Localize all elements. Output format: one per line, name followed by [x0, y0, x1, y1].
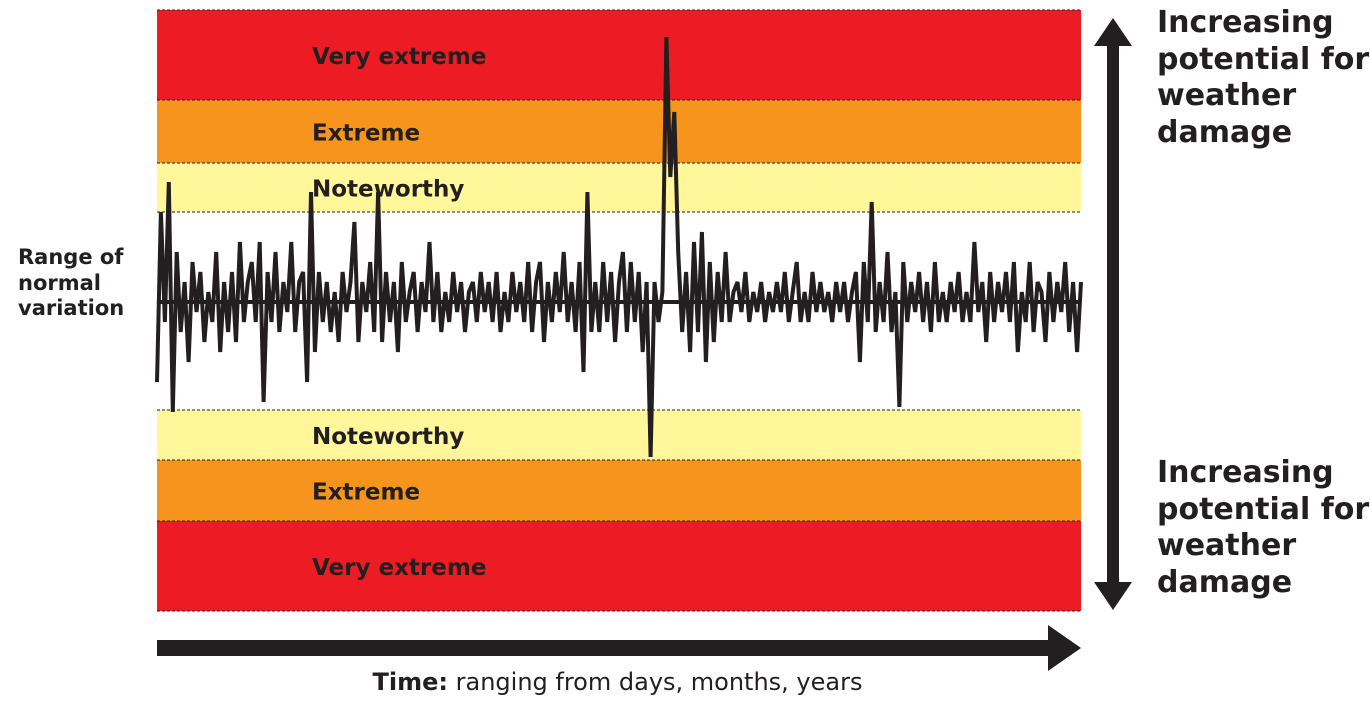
zone-band-6 [157, 521, 1081, 611]
lower-damage-line-1: Increasing [1157, 455, 1334, 490]
upper-damage-line-3: weather [1157, 78, 1297, 114]
time-axis-rest: ranging from days, months, years [448, 668, 863, 696]
time-arrow [157, 625, 1081, 671]
zone-label-0: Very extreme [312, 44, 486, 70]
zone-label-5: Extreme [312, 480, 420, 506]
normal-range-line-2: normal [18, 270, 101, 295]
zone-band-2 [157, 163, 1081, 212]
time-axis-bold: Time: [372, 668, 448, 696]
zone-label-1: Extreme [312, 121, 420, 147]
upper-damage-line-4: damage [1157, 114, 1293, 150]
lower-damage-line-4: damage [1157, 564, 1293, 600]
damage-arrow-shaft [1107, 44, 1119, 584]
zone-band-0 [157, 10, 1081, 100]
time-axis-caption: Time: ranging from days, months, years [0, 668, 1235, 696]
upper-damage-line-1: Increasing [1157, 5, 1334, 40]
series-layer [155, 36, 1083, 458]
lower-damage-label: Increasing potential for weather damage [1157, 455, 1369, 601]
zone-band-5 [157, 460, 1081, 521]
normal-range-label: Range of normal variation [18, 245, 124, 322]
arrows-layer [157, 18, 1132, 671]
upper-damage-line-2: potential for [1157, 41, 1370, 77]
upper-damage-label: Increasing potential for weather damage [1157, 5, 1369, 151]
zone-band-4 [157, 410, 1081, 460]
lower-damage-line-3: weather [1157, 528, 1297, 564]
zone-label-6: Very extreme [312, 555, 486, 581]
lower-damage-line-2: potential for [1157, 491, 1370, 527]
normal-range-line-1: Range of [18, 245, 124, 269]
zone-band-1 [157, 100, 1081, 163]
weather-series-line [155, 36, 1083, 458]
damage-arrow-up-head [1094, 18, 1132, 46]
zone-label-4: Noteworthy [312, 424, 464, 450]
damage-arrow-down-head [1094, 582, 1132, 610]
normal-range-line-3: variation [18, 296, 125, 321]
zone-label-2: Noteworthy [312, 177, 464, 203]
